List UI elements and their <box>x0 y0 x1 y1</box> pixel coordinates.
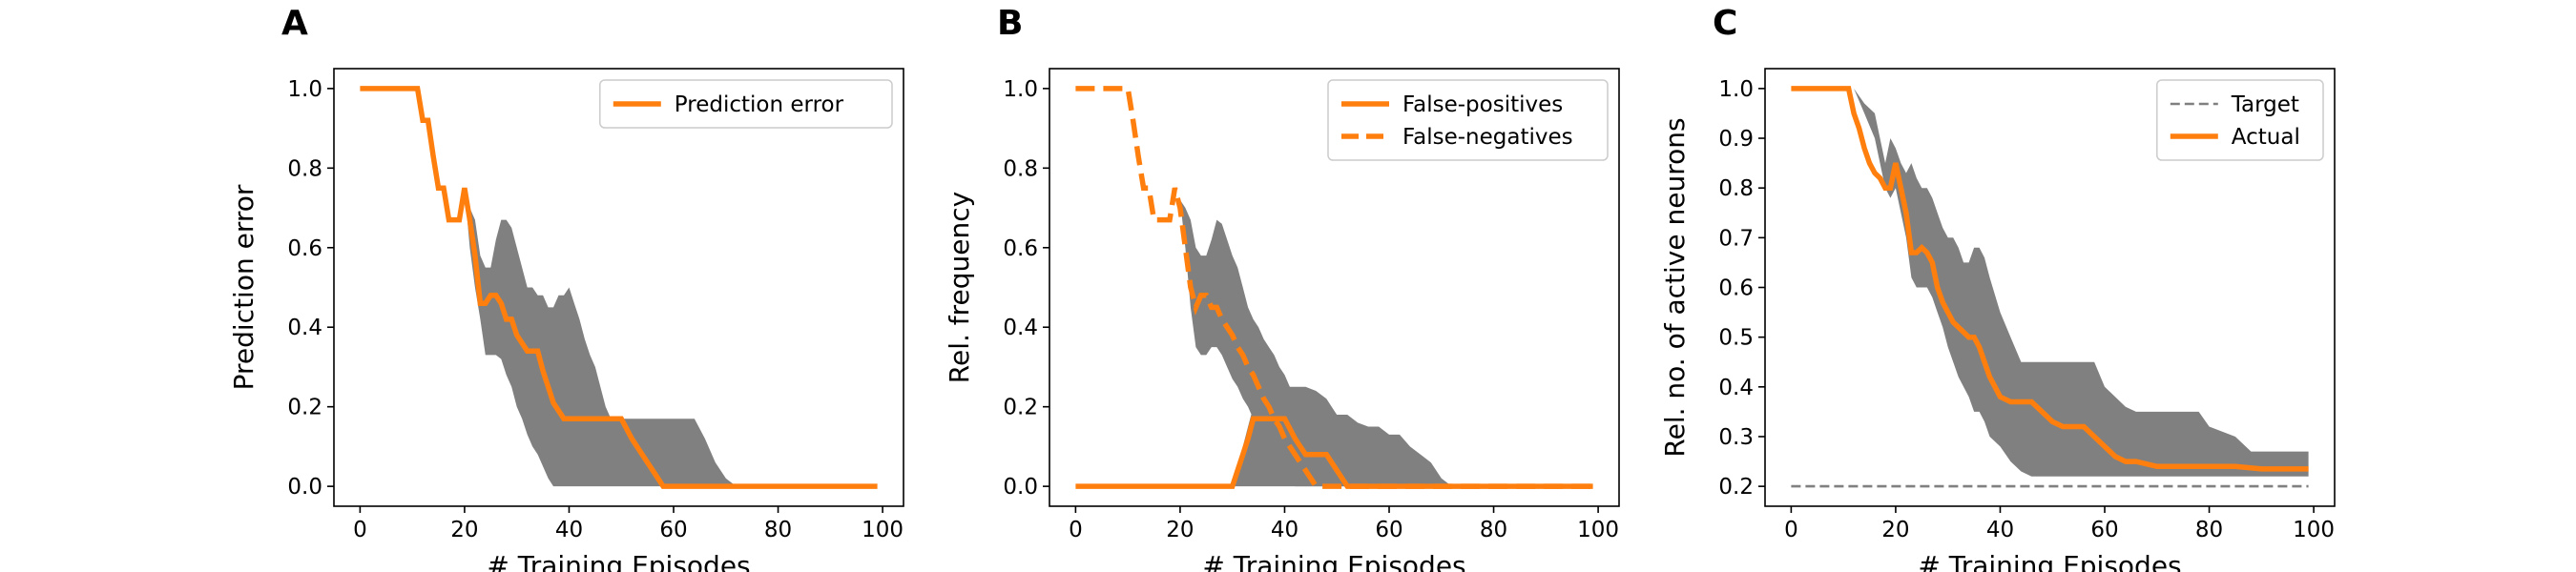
legend-label: Target <box>2231 92 2299 117</box>
legend-box <box>2156 79 2324 161</box>
panel-label: A <box>281 4 308 43</box>
x-tick-label: 0 <box>353 518 367 542</box>
x-tick-label: 0 <box>1069 518 1083 542</box>
confidence-band <box>459 188 737 487</box>
y-axis-label: Rel. frequency <box>944 192 975 383</box>
y-tick-label: 1.0 <box>1718 77 1754 102</box>
x-tick-label: 40 <box>1271 518 1298 542</box>
legend-label: False-positives <box>1402 92 1563 117</box>
legend: False-positives False-negatives <box>1327 79 1609 161</box>
y-tick-label: 0.0 <box>1003 475 1038 500</box>
legend-box <box>599 79 893 129</box>
y-tick-label: 0.6 <box>287 236 322 261</box>
y-tick-label: 0.6 <box>1003 236 1038 261</box>
y-axis-label: Prediction error <box>228 184 260 390</box>
y-tick-label: 0.2 <box>287 396 322 420</box>
x-tick-label: 60 <box>2090 518 2118 542</box>
panel-label: C <box>1713 4 1737 43</box>
legend-label: Actual <box>2232 125 2300 150</box>
y-tick-label: 0.4 <box>287 316 322 340</box>
y-tick-label: 0.8 <box>1003 156 1038 181</box>
plot-area <box>1075 86 1593 489</box>
y-tick-label: 0.2 <box>1718 475 1754 500</box>
x-tick-label: 100 <box>1577 518 1619 542</box>
y-tick-label: 0.7 <box>1718 226 1754 251</box>
x-tick-label: 20 <box>450 518 478 542</box>
x-axis-label: # Training Episodes <box>1918 550 2181 572</box>
y-tick-label: 1.0 <box>287 77 322 102</box>
x-tick-label: 40 <box>1986 518 2014 542</box>
x-tick-label: 20 <box>1881 518 1909 542</box>
legend-box <box>1327 79 1609 161</box>
y-tick-label: 0.8 <box>1718 176 1754 201</box>
confidence-band <box>1174 188 1348 487</box>
legend: Target Actual <box>2156 79 2324 161</box>
y-tick-label: 0.0 <box>287 475 322 500</box>
y-tick-label: 0.9 <box>1718 127 1754 152</box>
y-tick-label: 0.4 <box>1718 376 1754 400</box>
x-axis-label: # Training Episodes <box>487 550 750 572</box>
legend: Prediction error <box>599 79 893 129</box>
panel-a: 0 20 40 60 80 100 0.0 0.2 0.4 0.6 0.8 1.0 # Training… <box>228 4 904 572</box>
x-tick-label: 60 <box>1375 518 1402 542</box>
axes-frame <box>1049 68 1620 507</box>
x-tick-label: 40 <box>555 518 583 542</box>
panel-c: 0 20 40 60 80 100 0.2 0.3 0.4 0.5 0.6 0.7 0.8 0.9 1.0 #… <box>1659 4 2336 572</box>
y-tick-label: 0.2 <box>1003 396 1038 420</box>
x-tick-label: 80 <box>2195 518 2223 542</box>
x-tick-label: 60 <box>659 518 687 542</box>
x-tick-label: 80 <box>1480 518 1507 542</box>
x-axis-label: # Training Episodes <box>1202 550 1465 572</box>
x-tick-label: 100 <box>2293 518 2335 542</box>
series-line-actual <box>1791 86 2309 472</box>
series-line-false-negatives <box>1075 86 1593 489</box>
legend-label: Prediction error <box>675 92 844 117</box>
y-tick-label: 0.8 <box>287 156 322 181</box>
y-tick-label: 0.4 <box>1003 316 1038 340</box>
x-tick-label: 80 <box>764 518 792 542</box>
axes-frame <box>333 68 904 507</box>
confidence-band <box>1227 386 1452 487</box>
y-tick-label: 0.6 <box>1718 276 1754 301</box>
panel-b: 0 20 40 60 80 100 0.0 0.2 0.4 0.6 0.8 1.0 # Training… <box>944 4 1620 572</box>
x-tick-label: 0 <box>1784 518 1798 542</box>
y-tick-label: 0.5 <box>1718 326 1754 351</box>
series-line-prediction-error <box>360 86 878 489</box>
plot-area <box>1791 86 2309 488</box>
panel-label: B <box>997 4 1023 43</box>
y-tick-label: 1.0 <box>1003 77 1038 102</box>
confidence-band <box>1843 88 2309 477</box>
plot-area <box>360 86 878 489</box>
y-tick-label: 0.3 <box>1718 425 1754 450</box>
legend-label: False-negatives <box>1402 125 1573 150</box>
y-axis-label: Rel. no. of active neurons <box>1659 117 1691 457</box>
x-tick-label: 100 <box>862 518 904 542</box>
x-tick-label: 20 <box>1166 518 1194 542</box>
